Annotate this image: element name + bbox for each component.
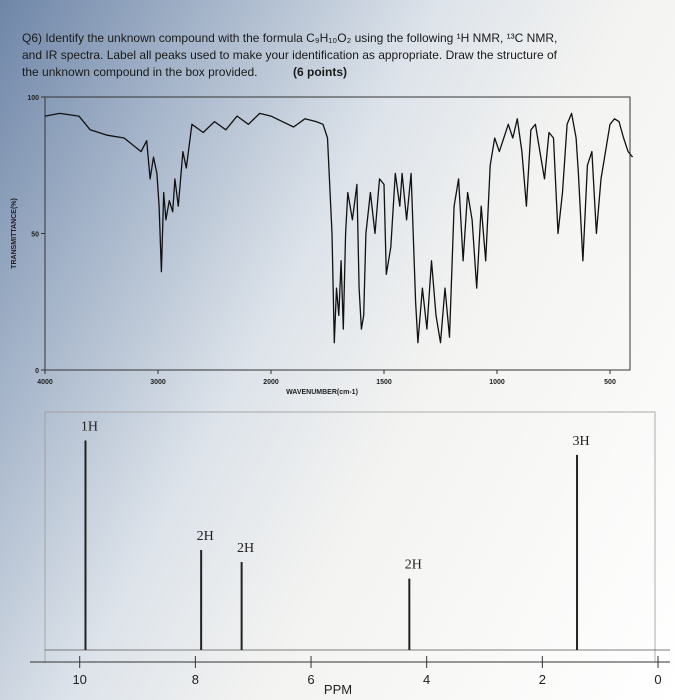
ir-frame — [44, 96, 631, 371]
integration-label: 3H — [572, 434, 589, 449]
x-tick-label: 4 — [423, 672, 430, 687]
integration-label: 1H — [81, 420, 98, 435]
integration-label: 2H — [237, 541, 254, 556]
integration-label: 2H — [197, 529, 214, 544]
question-line: Q6) Identify the unknown compound with t… — [22, 31, 557, 45]
y-tick-label: 50 — [31, 232, 39, 239]
nmr-frame — [44, 411, 656, 663]
y-tick-label: 0 — [35, 368, 39, 375]
x-axis-label: PPM — [324, 682, 352, 697]
question-points: (6 points) — [293, 65, 347, 79]
x-tick-label: 2 — [539, 672, 546, 687]
integration-label: 2H — [405, 558, 422, 573]
x-axis-label: WAVENUMBER(cm-1) — [286, 389, 358, 396]
x-tick-label: 2000 — [263, 379, 279, 386]
x-tick-label: 10 — [72, 672, 86, 687]
ir-trace — [44, 112, 634, 344]
x-tick-label: 0 — [654, 672, 661, 687]
x-tick-label: 6 — [307, 672, 314, 687]
x-tick-label: 3000 — [150, 379, 166, 386]
y-axis-label: TRANSMITTANCE(%) — [11, 198, 18, 269]
question-line: and IR spectra. Label all peaks used to … — [22, 48, 558, 62]
x-tick-label: 1000 — [489, 379, 505, 386]
x-tick-label: 8 — [192, 672, 199, 687]
x-tick-label: 500 — [604, 379, 616, 386]
x-tick-label: 1500 — [376, 379, 392, 386]
y-tick-label: 100 — [27, 95, 39, 102]
x-tick-label: 4000 — [37, 379, 53, 386]
question-line: the unknown compound in the box provided… — [22, 65, 258, 79]
